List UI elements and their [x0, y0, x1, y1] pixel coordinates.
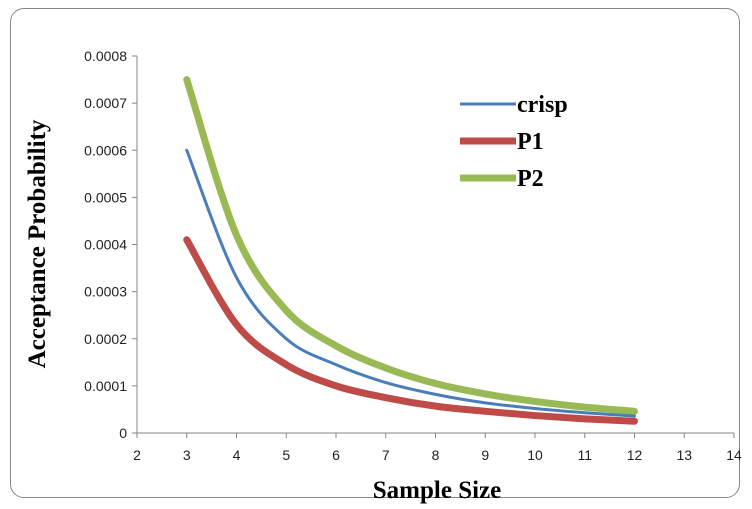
- x-tick-label: 13: [676, 447, 692, 463]
- x-tick-label: 3: [183, 447, 191, 463]
- x-tick-label: 12: [627, 447, 643, 463]
- y-tick-label: 0.0008: [84, 48, 127, 64]
- x-tick-label: 10: [527, 447, 543, 463]
- x-tick-label: 8: [432, 447, 440, 463]
- series-lines: [183, 76, 638, 425]
- y-tick-label: 0.0001: [84, 378, 127, 394]
- x-tick-label: 11: [577, 447, 592, 463]
- x-tick-label: 2: [133, 447, 141, 463]
- y-tick-label: 0.0004: [84, 237, 127, 253]
- y-tick-label: 0: [119, 425, 127, 441]
- x-tick-label: 7: [382, 447, 390, 463]
- y-tick-label: 0.0005: [84, 189, 127, 205]
- x-tick-label: 14: [726, 447, 742, 463]
- y-tick-label: 0.0007: [84, 95, 127, 111]
- y-tick-label: 0.0002: [84, 331, 127, 347]
- legend-label-p1: P1: [517, 129, 544, 155]
- x-tick-label: 9: [481, 447, 489, 463]
- axes: [132, 55, 735, 438]
- y-tick-label: 0.0003: [84, 284, 127, 300]
- x-tick-label: 4: [233, 447, 241, 463]
- x-tick-labels: 2 3 4 5 6 7 8 9 10 11 12 13 14: [133, 447, 742, 463]
- x-axis-title: Sample Size: [373, 477, 501, 504]
- x-tick-label: 6: [332, 447, 340, 463]
- y-tick-label: 0.0006: [84, 142, 127, 158]
- series-line-p2: [183, 76, 638, 415]
- x-tick-label: 5: [282, 447, 290, 463]
- series-line-crisp: [185, 148, 636, 418]
- legend-label-p2: P2: [517, 166, 544, 192]
- legend-label-crisp: crisp: [517, 92, 568, 118]
- series-line-p1: [183, 236, 638, 425]
- legend: crisp P1 P2: [460, 92, 568, 192]
- y-axis-title: Acceptance Probability: [24, 119, 51, 368]
- y-tick-labels: 0 0.0001 0.0002 0.0003 0.0004 0.0005 0.0006 0.0…: [84, 48, 127, 441]
